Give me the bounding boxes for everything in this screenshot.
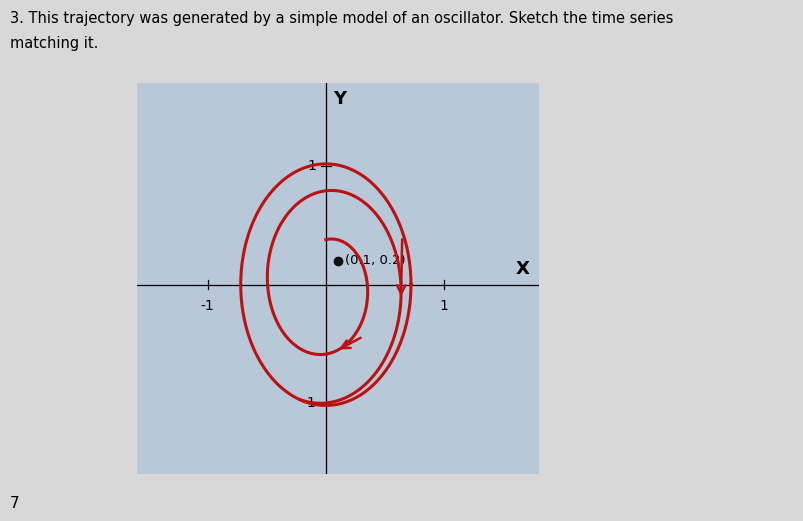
Text: 1: 1 (307, 159, 316, 173)
Text: -1: -1 (302, 396, 316, 410)
Text: -1: -1 (201, 299, 214, 313)
Text: matching it.: matching it. (10, 36, 98, 52)
Text: 3. This trajectory was generated by a simple model of an oscillator. Sketch the : 3. This trajectory was generated by a si… (10, 11, 672, 27)
Text: Y: Y (332, 91, 345, 108)
Text: 1: 1 (439, 299, 448, 313)
Text: (0.1, 0.2): (0.1, 0.2) (344, 254, 405, 267)
Text: 7: 7 (10, 495, 19, 511)
Text: X: X (515, 259, 528, 278)
